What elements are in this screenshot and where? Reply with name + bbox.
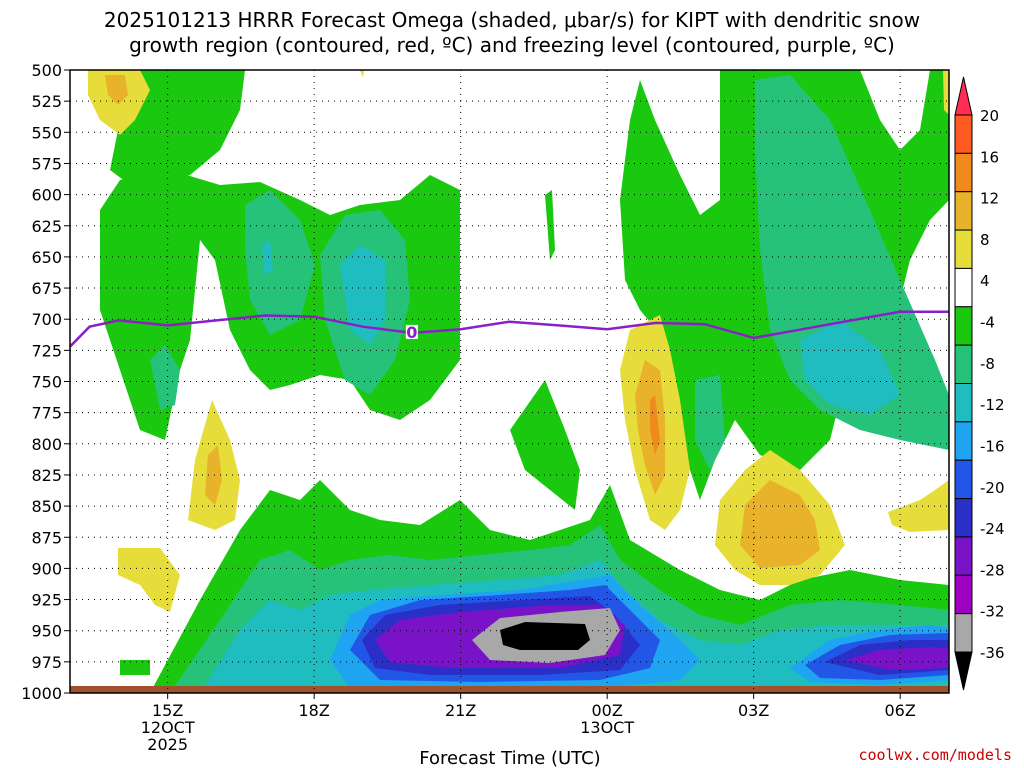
y-tick-label: 650 [31,248,62,267]
omega-region-black-low [500,622,590,650]
y-tick-label: 725 [31,341,62,360]
x-tick-label: 21Z [445,701,476,720]
y-tick-label: 975 [31,653,62,672]
colorbar-segment [954,536,973,576]
colorbar-segment [954,267,973,308]
omega-region-green-mid [510,380,580,510]
omega-region-yellow-e [118,548,180,612]
colorbar-segment [954,306,973,346]
colorbar-top-arrow [954,76,973,116]
omega-region-yellow-g [943,70,949,115]
y-tick-label: 750 [31,373,62,392]
y-tick-label: 875 [31,528,62,547]
chart-title-line2: growth region (contoured, red, ºC) and f… [129,33,895,57]
gridlines [70,70,949,693]
colorbar-tick-label: -12 [980,396,1005,414]
x-tick-label: 18Z [299,701,330,720]
terrain-surface-strip [70,686,949,693]
y-tick-label: 575 [31,154,62,173]
colorbar-tick-label: -4 [980,314,995,332]
y-tick-label: 600 [31,186,62,205]
chart-title-line1: 2025101213 HRRR Forecast Omega (shaded, … [104,8,920,32]
colorbar-segment [954,114,973,154]
omega-shading [70,70,949,693]
y-axis: 500 525 550 575 600 625 650 675 700 725 750 775 800 8… [21,61,70,703]
colorbar-tick-label: -36 [980,644,1005,662]
y-tick-label: 525 [31,92,62,111]
colorbar-tick-label: 20 [980,107,999,125]
y-tick-label: 800 [31,435,62,454]
colorbar-segment [954,344,973,384]
colorbar-segment [954,421,973,461]
colorbar-segment [954,383,973,423]
colorbar-segment [954,459,973,500]
colorbar-segment [954,229,973,269]
y-tick-label: 850 [31,497,62,516]
colorbar-segment [954,152,973,193]
colorbar-tick-label: -28 [980,561,1005,579]
omega-region-teal-d [150,345,180,410]
omega-region-orange-b [205,445,222,505]
y-tick-label: 550 [31,123,62,142]
y-tick-label: 700 [31,310,62,329]
colorbar-tick-label: -24 [980,520,1005,538]
x-tick-label: 03Z [738,701,769,720]
x-tick-label: 00Z [592,701,623,720]
omega-region-orange-d [740,480,820,568]
y-tick-label: 925 [31,591,62,610]
colorbar-tick-label: -16 [980,437,1005,455]
credit-text: coolwx.com/models [858,746,1012,764]
y-tick-label: 825 [31,466,62,485]
colorbar-tick-label: -8 [980,355,995,373]
y-tick-label: 675 [31,279,62,298]
x-tick-label: 13OCT [580,718,634,737]
colorbar-segment [954,191,973,231]
x-tick-label: 2025 [147,735,188,754]
y-tick-label: 900 [31,559,62,578]
omega-region-cyan-a [340,245,385,345]
colorbar-segment [954,574,973,615]
omega-region-green-lowleft [120,660,150,675]
colorbar-segment [954,498,973,538]
colorbar: 20 16 12 8 4 -4 -8 -12 -16 -20 -24 -28 -32 -36 [954,76,1005,691]
colorbar-tick-label: 16 [980,148,999,166]
colorbar-tick-label: -32 [980,603,1005,621]
y-tick-label: 500 [31,61,62,80]
x-tick-label: 06Z [885,701,916,720]
y-tick-label: 1000 [21,684,62,703]
x-axis-label: Forecast Time (UTC) [419,748,600,768]
colorbar-tick-label: 12 [980,190,999,208]
colorbar-tick-label: 4 [980,272,990,290]
colorbar-bottom-arrow [954,651,973,691]
colorbar-tick-label: 8 [980,231,990,249]
omega-region-purple-right [845,647,949,670]
omega-region-yellow-f [888,480,949,532]
omega-region-teal-e [695,375,725,470]
omega-region-green-topstrip [545,190,555,260]
omega-region-cyan-c [262,240,273,275]
omega-region-cyan-b [800,320,900,415]
freezing-level-label-bg [405,324,418,339]
y-tick-label: 775 [31,404,62,423]
omega-region-orange-a [105,75,128,105]
freezing-level-contour [69,310,949,348]
colorbar-tick-label: -20 [980,479,1005,497]
freezing-level-label: 0 [406,323,417,342]
x-tick-label: 15Z [152,701,183,720]
x-tick-label: 12OCT [141,718,195,737]
omega-region-yellow-h [360,70,364,78]
y-tick-label: 625 [31,217,62,236]
y-tick-label: 950 [31,622,62,641]
colorbar-segment [954,613,973,653]
omega-region-darkorange-c [650,395,660,455]
